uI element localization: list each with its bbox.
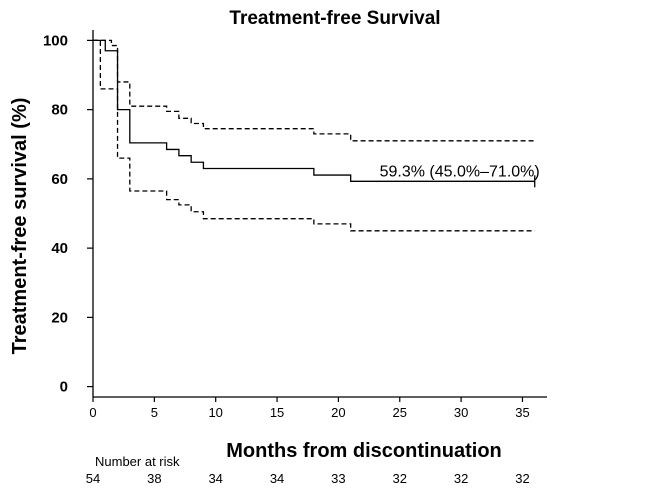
risk-count: 33: [331, 471, 345, 486]
y-tick-label: 40: [51, 240, 68, 257]
risk-count: 54: [86, 471, 100, 486]
y-tick-label: 0: [60, 379, 68, 396]
x-axis-label: Months from discontinuation: [226, 440, 502, 462]
x-tick-label: 30: [454, 405, 468, 420]
risk-count: 38: [147, 471, 161, 486]
risk-table-label: Number at risk: [95, 454, 180, 469]
annotations: 59.3% (45.0%–71.0%): [380, 163, 540, 180]
y-axis-label: Treatment-free survival (%): [9, 98, 31, 355]
risk-count: 34: [208, 471, 222, 486]
x-tick-label: 10: [208, 405, 222, 420]
survival-estimate-annotation: 59.3% (45.0%–71.0%): [380, 163, 540, 180]
y-tick-label: 20: [51, 309, 68, 326]
x-tick-label: 15: [270, 405, 284, 420]
series-lower-ci: [93, 39, 535, 232]
y-tick-label: 80: [51, 102, 68, 119]
x-tick-label: 20: [331, 405, 345, 420]
series-upper-ci: [93, 39, 535, 142]
x-tick-label: 0: [89, 405, 96, 420]
chart-title: Treatment-free Survival: [229, 8, 440, 29]
axes: 0 5 10 15 20 25 30 35 0 20 40 60 80 100: [43, 30, 547, 420]
risk-count: 32: [393, 471, 407, 486]
risk-count: 32: [515, 471, 529, 486]
y-tick-label: 60: [51, 171, 68, 188]
series-layer: [93, 39, 535, 232]
x-tick-label: 35: [515, 405, 529, 420]
risk-table-counts: 54 38 34 34 33 32 32 32: [86, 471, 530, 486]
series-estimate: [93, 39, 535, 182]
x-tick-label: 5: [151, 405, 158, 420]
risk-count: 34: [270, 471, 284, 486]
x-tick-label: 25: [393, 405, 407, 420]
risk-count: 32: [454, 471, 468, 486]
y-tick-label: 100: [43, 32, 68, 49]
